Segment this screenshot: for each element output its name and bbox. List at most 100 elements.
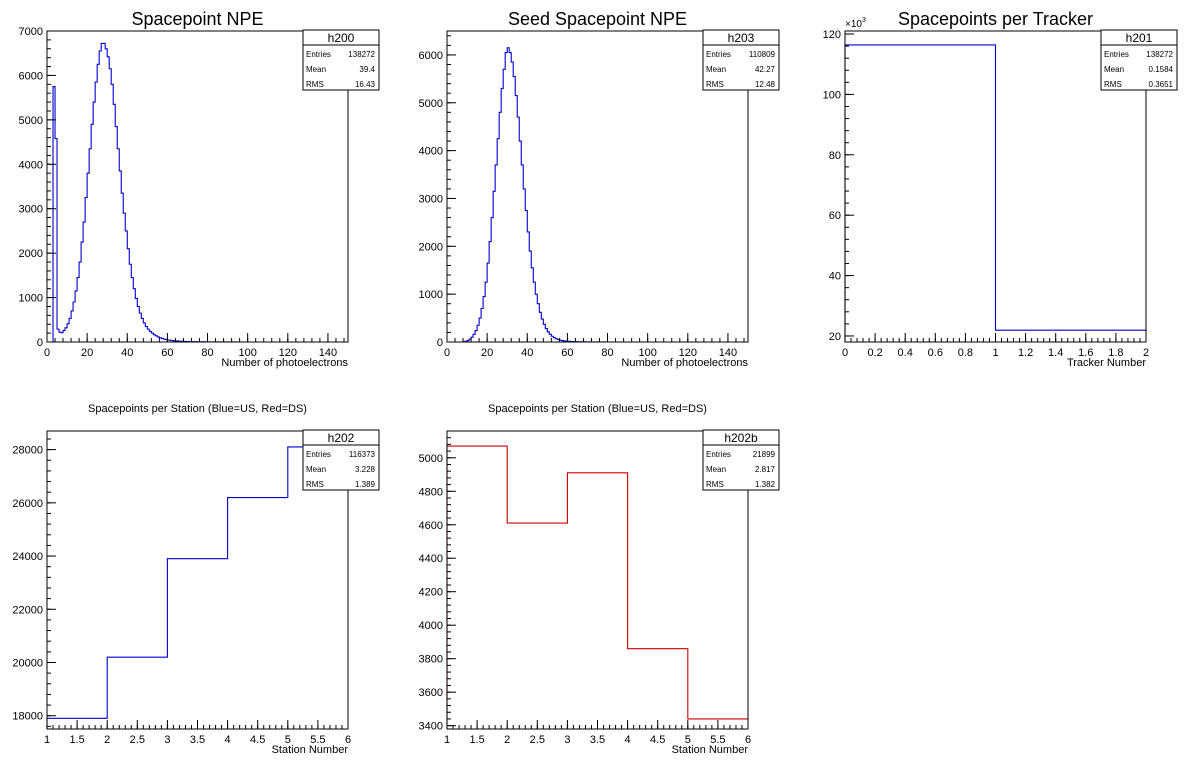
- y-tick-label: 120: [823, 29, 841, 41]
- stats-key: RMS: [706, 80, 724, 89]
- stats-key: RMS: [706, 480, 724, 489]
- y-tick-label: 80: [829, 150, 841, 162]
- chart-h203: Seed Spacepoint NPE 0 20 40 60 80 100 120 140 0 10…: [419, 9, 780, 369]
- stats-value: 42.27: [755, 65, 776, 74]
- stats-key: Mean: [706, 65, 726, 74]
- y-tick-label: 5000: [419, 453, 443, 465]
- x-tick-label: 4.5: [250, 734, 265, 746]
- y-tick-label: 3000: [19, 204, 43, 216]
- y-tick-label: 3600: [419, 687, 443, 699]
- chart-h200: Spacepoint NPE 0 20 40 60 80 100 120 140 0 1000 200…: [19, 9, 380, 369]
- x-tick-label: 5.5: [710, 734, 725, 746]
- y-tick-label: 4800: [419, 486, 443, 498]
- stats-value: 2.817: [755, 465, 776, 474]
- stats-value: 21899: [753, 450, 776, 459]
- stats-value: 116373: [349, 450, 376, 459]
- stats-value: 16.43: [355, 80, 376, 89]
- x-tick-label: 0.4: [898, 347, 913, 359]
- y-tick-label: 4200: [419, 587, 443, 599]
- x-tick-label: 5.5: [310, 734, 325, 746]
- chart-title: Spacepoint NPE: [131, 9, 263, 29]
- y-tick-label: 100: [823, 89, 841, 101]
- y-axis-exponent: ×103: [845, 17, 866, 30]
- x-tick-label: 2.5: [530, 734, 545, 746]
- stats-value: 12.48: [755, 80, 776, 89]
- stats-name: h202: [328, 431, 355, 445]
- y-tick-label: 20: [829, 331, 841, 343]
- chart-h202: Spacepoints per Station (Blue=US, Red=DS…: [12, 403, 380, 756]
- x-tick-label: 2: [1143, 347, 1149, 359]
- stats-value: 0.3651: [1149, 80, 1174, 89]
- x-tick-label: 1.6: [1078, 347, 1093, 359]
- x-tick-label: 40: [521, 347, 533, 359]
- stats-key: Mean: [1104, 65, 1124, 74]
- x-axis-label: Station Number: [272, 744, 349, 756]
- chart-title: Spacepoints per Station (Blue=US, Red=DS…: [488, 403, 707, 415]
- x-tick-label: 3.5: [190, 734, 205, 746]
- y-tick-label: 7000: [19, 26, 43, 38]
- x-tick-label: 100: [638, 347, 656, 359]
- y-tick-label: 0: [437, 337, 443, 349]
- y-tick-label: 2000: [19, 248, 43, 260]
- y-tick-label: 0: [37, 337, 43, 349]
- x-tick-label: 2.5: [130, 734, 145, 746]
- y-tick-label: 26000: [12, 498, 43, 510]
- x-tick-label: 0: [842, 347, 848, 359]
- stats-value: 1.389: [355, 480, 376, 489]
- x-tick-label: 20: [481, 347, 493, 359]
- y-tick-label: 1000: [19, 293, 43, 305]
- histogram-line: [453, 47, 748, 343]
- y-tick-label: 3800: [419, 654, 443, 666]
- stats-name: h200: [328, 31, 355, 45]
- stats-value: 138272: [348, 50, 375, 59]
- stats-value: 39.4: [359, 65, 375, 74]
- x-tick-label: 80: [201, 347, 213, 359]
- y-tick-label: 24000: [12, 551, 43, 563]
- stats-key: Entries: [306, 450, 331, 459]
- stats-key: Entries: [1104, 50, 1129, 59]
- x-axis-label: Station Number: [672, 744, 749, 756]
- x-tick-label: 1.5: [69, 734, 84, 746]
- stats-value: 0.1584: [1149, 65, 1174, 74]
- y-tick-label: 4000: [419, 620, 443, 632]
- stats-box: [702, 429, 780, 491]
- y-tick-label: 4000: [19, 159, 43, 171]
- chart-title: Seed Spacepoint NPE: [508, 9, 687, 29]
- stats-value: 138272: [1146, 50, 1173, 59]
- stats-box: [302, 429, 380, 491]
- y-tick-label: 18000: [12, 711, 43, 723]
- x-axis-label: Number of photoelectrons: [621, 357, 748, 369]
- y-tick-label: 40: [829, 271, 841, 283]
- stats-box: [302, 29, 380, 91]
- x-tick-label: 1: [44, 734, 50, 746]
- x-tick-label: 140: [719, 347, 737, 359]
- x-tick-label: 5: [285, 734, 291, 746]
- y-tick-label: 6000: [19, 70, 43, 82]
- histogram-line: [52, 42, 346, 343]
- x-tick-label: 1: [444, 734, 450, 746]
- y-tick-label: 60: [829, 210, 841, 222]
- x-tick-label: 3: [164, 734, 170, 746]
- x-tick-label: 5: [685, 734, 691, 746]
- x-tick-label: 0: [444, 347, 450, 359]
- plot-frame: [446, 30, 749, 343]
- x-tick-label: 3: [564, 734, 570, 746]
- y-tick-label: 4000: [419, 146, 443, 158]
- chart-h201: Spacepoints per Tracker 0 0.2 0.4 0.6 0.8 1 1.2…: [823, 9, 1178, 369]
- x-tick-label: 20: [81, 347, 93, 359]
- x-tick-label: 4: [625, 734, 631, 746]
- y-tick-label: 3400: [419, 721, 443, 733]
- y-tick-label: 5000: [19, 115, 43, 127]
- y-tick-label: 2000: [419, 241, 443, 253]
- stats-value: 3.228: [355, 465, 376, 474]
- stats-value: 110809: [749, 50, 776, 59]
- stats-value: 1.382: [755, 480, 776, 489]
- x-tick-label: 1.8: [1108, 347, 1123, 359]
- x-tick-label: 0.6: [928, 347, 943, 359]
- histogram-line: [46, 446, 348, 729]
- x-tick-label: 4: [225, 734, 231, 746]
- x-tick-label: 0: [44, 347, 50, 359]
- x-tick-label: 0.8: [958, 347, 973, 359]
- histogram-line: [446, 445, 748, 729]
